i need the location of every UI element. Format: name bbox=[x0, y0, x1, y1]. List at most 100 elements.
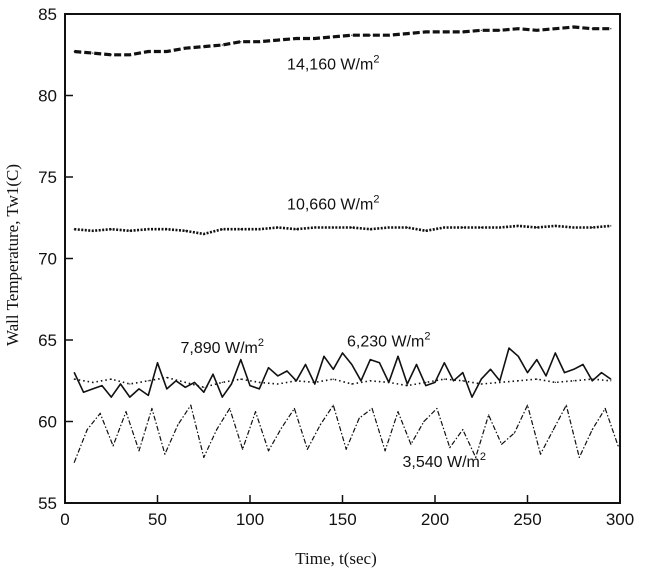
data-point bbox=[388, 381, 390, 383]
series-line bbox=[74, 224, 611, 236]
data-point bbox=[565, 404, 567, 406]
y-tick-label: 65 bbox=[38, 331, 57, 350]
data-point bbox=[554, 352, 556, 354]
series-10-660-w-m bbox=[73, 224, 612, 236]
data-point bbox=[138, 450, 140, 452]
data-point bbox=[369, 228, 371, 230]
data-point bbox=[221, 44, 223, 46]
data-point bbox=[240, 41, 242, 43]
data-point bbox=[563, 372, 566, 374]
data-point bbox=[230, 383, 233, 385]
data-point bbox=[462, 372, 464, 374]
data-point bbox=[184, 230, 186, 232]
data-point bbox=[480, 226, 482, 229]
data-point bbox=[591, 429, 593, 431]
data-point bbox=[175, 380, 177, 382]
data-point bbox=[147, 380, 149, 382]
data-point bbox=[358, 417, 360, 419]
data-point bbox=[388, 226, 390, 229]
data-point bbox=[319, 424, 321, 426]
data-point bbox=[341, 352, 344, 354]
data-point bbox=[156, 362, 159, 364]
data-point bbox=[499, 381, 501, 383]
data-point bbox=[203, 456, 205, 458]
data-point bbox=[499, 29, 501, 31]
series-line bbox=[74, 376, 611, 389]
data-point bbox=[212, 373, 214, 375]
data-point bbox=[536, 378, 538, 380]
data-point bbox=[378, 362, 381, 364]
data-point bbox=[99, 412, 101, 414]
data-point bbox=[462, 31, 464, 33]
series-line bbox=[73, 347, 612, 398]
data-point bbox=[314, 226, 316, 229]
data-point bbox=[216, 429, 218, 431]
data-point bbox=[267, 450, 270, 452]
data-point bbox=[582, 363, 584, 366]
data-point bbox=[110, 378, 112, 380]
data-point bbox=[573, 26, 575, 28]
y-tick-label: 85 bbox=[38, 5, 57, 24]
data-point bbox=[193, 381, 196, 383]
data-point bbox=[573, 368, 575, 370]
data-point bbox=[423, 420, 425, 423]
data-point bbox=[277, 39, 279, 41]
data-point bbox=[110, 228, 112, 230]
data-point bbox=[539, 453, 542, 455]
data-point bbox=[164, 453, 166, 455]
data-point bbox=[295, 228, 297, 230]
y-axis-title: Wall Temperature, Tw1(C) bbox=[3, 164, 22, 346]
data-point bbox=[138, 388, 140, 390]
data-point bbox=[332, 404, 334, 406]
series-label: 14,160 W/m2 bbox=[287, 53, 379, 73]
data-point bbox=[425, 31, 427, 33]
data-point bbox=[119, 383, 122, 385]
data-point bbox=[591, 380, 593, 382]
chart-axes: 0 50 100 150 200 250 300 55 60 65 70 75 80 85 bbox=[38, 5, 634, 529]
data-point bbox=[604, 407, 606, 410]
data-point bbox=[499, 380, 501, 382]
data-point bbox=[267, 367, 270, 369]
data-point bbox=[526, 372, 529, 374]
data-point bbox=[545, 375, 547, 377]
data-point bbox=[591, 28, 593, 30]
data-point bbox=[166, 388, 168, 390]
data-point bbox=[578, 456, 580, 458]
series-label-superscript: 2 bbox=[373, 53, 379, 65]
data-point bbox=[610, 378, 612, 380]
data-point bbox=[293, 407, 295, 410]
data-point bbox=[501, 443, 503, 445]
data-point bbox=[92, 52, 94, 54]
data-point bbox=[480, 29, 482, 31]
data-point bbox=[499, 226, 501, 229]
data-point bbox=[397, 355, 399, 357]
series-label: 6,230 W/m2 bbox=[347, 331, 430, 351]
data-point bbox=[369, 380, 371, 382]
data-point bbox=[332, 368, 334, 370]
data-point bbox=[425, 381, 427, 383]
data-point bbox=[129, 396, 131, 398]
data-point bbox=[462, 380, 464, 382]
data-point bbox=[166, 376, 168, 379]
data-point bbox=[480, 378, 482, 380]
data-point bbox=[526, 404, 529, 406]
data-point bbox=[229, 407, 231, 410]
data-point bbox=[280, 427, 283, 429]
data-point bbox=[397, 411, 399, 413]
data-point bbox=[240, 228, 242, 230]
chart-series-layer bbox=[73, 25, 619, 463]
data-point bbox=[489, 368, 492, 370]
data-point bbox=[184, 381, 186, 383]
data-point bbox=[517, 225, 519, 227]
data-point bbox=[166, 228, 168, 230]
data-point bbox=[488, 414, 490, 416]
data-point bbox=[517, 355, 519, 357]
data-point bbox=[203, 391, 205, 393]
data-point bbox=[147, 228, 149, 230]
data-point bbox=[475, 456, 477, 458]
data-point bbox=[388, 34, 390, 36]
y-tick-label: 55 bbox=[38, 494, 57, 513]
data-point bbox=[517, 380, 519, 382]
data-point bbox=[258, 228, 260, 230]
